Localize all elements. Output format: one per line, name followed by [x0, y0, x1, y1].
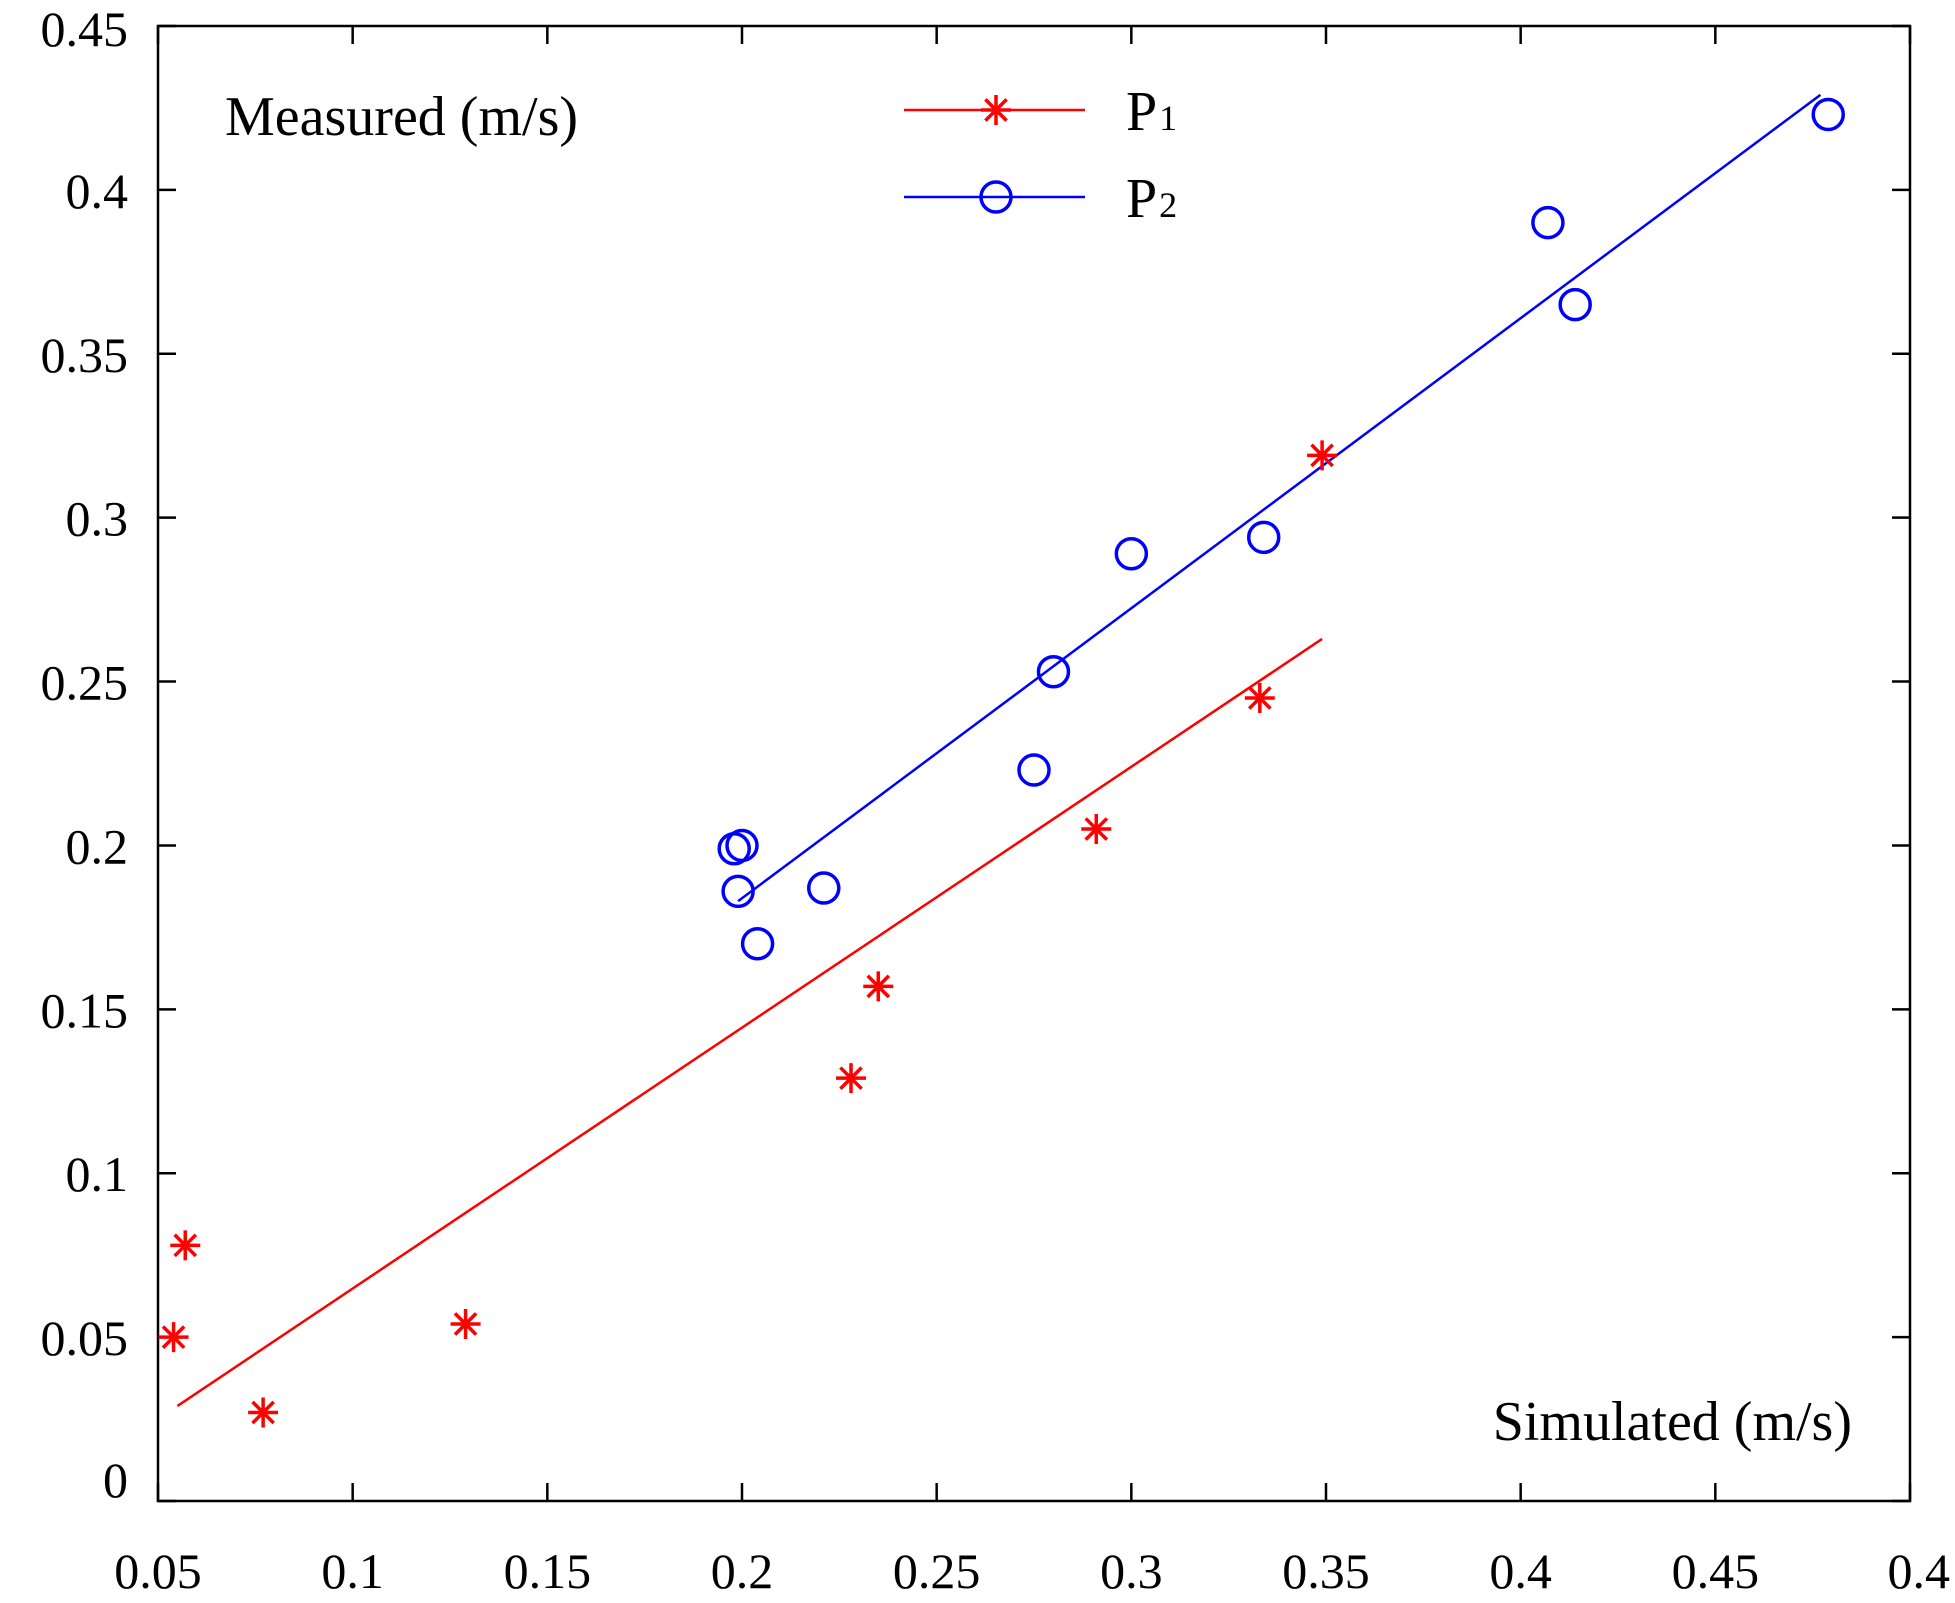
data-point-p1 [1081, 814, 1112, 845]
data-point-p2 [1017, 753, 1051, 787]
plot-frame [156, 24, 1912, 1503]
x-tick-label: 0.4 [1888, 1543, 1951, 1599]
x-tick-label: 0.1 [321, 1543, 384, 1599]
legend-label: P1 [1126, 81, 1177, 143]
fit-lines [176, 93, 1822, 1407]
data-point-p2 [740, 927, 775, 961]
data-point-p2 [1246, 520, 1281, 555]
data-point-p2 [1114, 536, 1149, 571]
y-axis: 0 0.05 0.1 0.15 0.2 0.25 0.3 0.35 0.4 0.45 [41, 1, 1910, 1508]
fit-line-p2 [737, 93, 1822, 903]
y-tick-label: 0.4 [66, 163, 129, 219]
legend-entry-p2: P2 [904, 168, 1177, 230]
legend-label: P2 [1126, 168, 1177, 230]
data-point-p1 [170, 1230, 201, 1261]
x-axis: 0.05 0.1 0.15 0.2 0.25 0.3 0.35 0.4 0.45 0.4 [114, 26, 1950, 1599]
data-point-p2 [807, 871, 841, 905]
data-point-p2 [725, 828, 759, 863]
x-tick-label: 0.45 [1672, 1543, 1760, 1599]
data-point-p1 [836, 1063, 867, 1094]
data-point-p1 [1244, 682, 1275, 713]
y-tick-label: 0.3 [66, 491, 129, 547]
data-point-p1 [1307, 440, 1338, 471]
data-point-p1 [158, 1322, 189, 1353]
data-point-p2 [1811, 97, 1845, 132]
y-tick-label: 0 [103, 1452, 128, 1508]
x-tick-label: 0.3 [1100, 1543, 1163, 1599]
y-tick-label: 0.2 [66, 818, 129, 874]
y-tick-label: 0.35 [41, 327, 129, 383]
data-point-p1 [248, 1397, 279, 1428]
data-point-p1 [863, 971, 894, 1002]
x-tick-label: 0.25 [893, 1543, 981, 1599]
y-axis-title: Measured (m/s) [225, 86, 578, 148]
x-axis-title: Simulated (m/s) [1493, 1391, 1852, 1453]
y-tick-label: 0.25 [41, 655, 129, 711]
data-point-p2 [1531, 205, 1565, 240]
fit-line-p1 [176, 637, 1323, 1407]
data-point-p2 [721, 874, 755, 909]
y-tick-label: 0.45 [41, 1, 129, 57]
data-markers [158, 97, 1845, 1428]
legend-marker [979, 180, 1013, 214]
data-point-p2 [1558, 287, 1592, 322]
legend-entry-p1: P1 [904, 81, 1177, 143]
x-tick-label: 0.15 [504, 1543, 592, 1599]
y-tick-label: 0.1 [66, 1146, 129, 1202]
x-tick-label: 0.2 [711, 1543, 774, 1599]
y-tick-label: 0.05 [41, 1310, 129, 1366]
y-tick-label: 0.15 [41, 982, 129, 1038]
legend-marker [981, 95, 1011, 125]
data-point-p1 [450, 1309, 481, 1339]
data-point-p2 [1036, 654, 1071, 689]
x-tick-label: 0.35 [1282, 1543, 1370, 1599]
x-tick-label: 0.4 [1489, 1543, 1552, 1599]
x-tick-label: 0.05 [114, 1543, 202, 1599]
